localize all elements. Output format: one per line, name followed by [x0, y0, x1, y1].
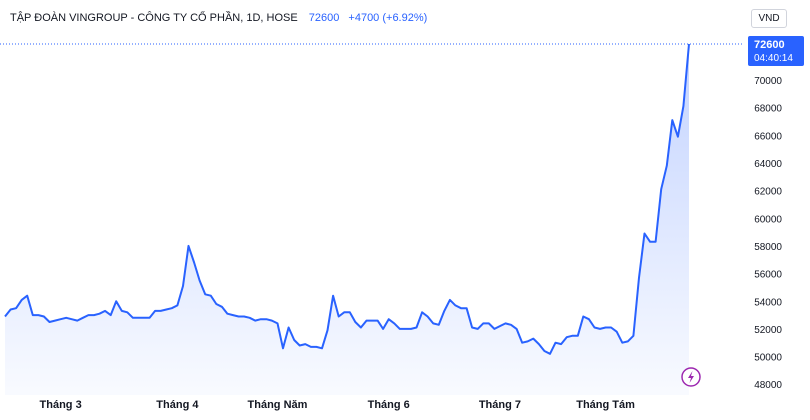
- y-tick-label: 64000: [754, 159, 782, 170]
- last-price-label-bg: [748, 36, 804, 66]
- header-price: 72600: [308, 12, 340, 24]
- x-tick-label: Tháng 6: [368, 399, 410, 411]
- y-tick-label: 54000: [754, 297, 782, 308]
- y-tick-label: 52000: [754, 325, 782, 336]
- x-tick-label: Tháng 3: [40, 399, 82, 411]
- y-tick-label: 68000: [754, 104, 782, 115]
- last-price-value: 72600: [754, 39, 785, 51]
- x-tick-label: Tháng Tám: [576, 399, 635, 411]
- y-tick-label: 66000: [754, 131, 782, 142]
- y-tick-label: 50000: [754, 353, 782, 364]
- y-tick-label: 48000: [754, 380, 782, 391]
- symbol-title: TẬP ĐOÀN VINGROUP - CÔNG TY CỔ PHẦN, 1D,…: [10, 12, 298, 24]
- chart-header: TẬP ĐOÀN VINGROUP - CÔNG TY CỔ PHẦN, 1D,…: [10, 12, 427, 24]
- y-tick-label: 58000: [754, 242, 782, 253]
- y-tick-label: 62000: [754, 187, 782, 198]
- y-tick-label: 60000: [754, 214, 782, 225]
- x-tick-label: Tháng Năm: [248, 399, 308, 411]
- last-price-label: 72600 04:40:14: [748, 36, 804, 66]
- lightning-bolt-icon[interactable]: [681, 367, 701, 387]
- x-tick-label: Tháng 7: [479, 399, 521, 411]
- x-tick-label: Tháng 4: [156, 399, 199, 411]
- y-tick-label: 56000: [754, 270, 782, 281]
- last-price-time: 04:40:14: [754, 53, 793, 64]
- price-area-fill: [5, 44, 689, 395]
- x-axis-ticks: Tháng 3 Tháng 4 Tháng Năm Tháng 6 Tháng 7 Thá…: [40, 399, 636, 411]
- price-line-series: [4, 43, 690, 355]
- y-tick-label: 70000: [754, 76, 782, 87]
- header-change: +4700 (+6.92%): [348, 12, 428, 24]
- y-axis-ticks: 48000 50000 52000 54000 56000 58000 60000 62000…: [754, 76, 782, 391]
- currency-button[interactable]: VND: [751, 9, 787, 28]
